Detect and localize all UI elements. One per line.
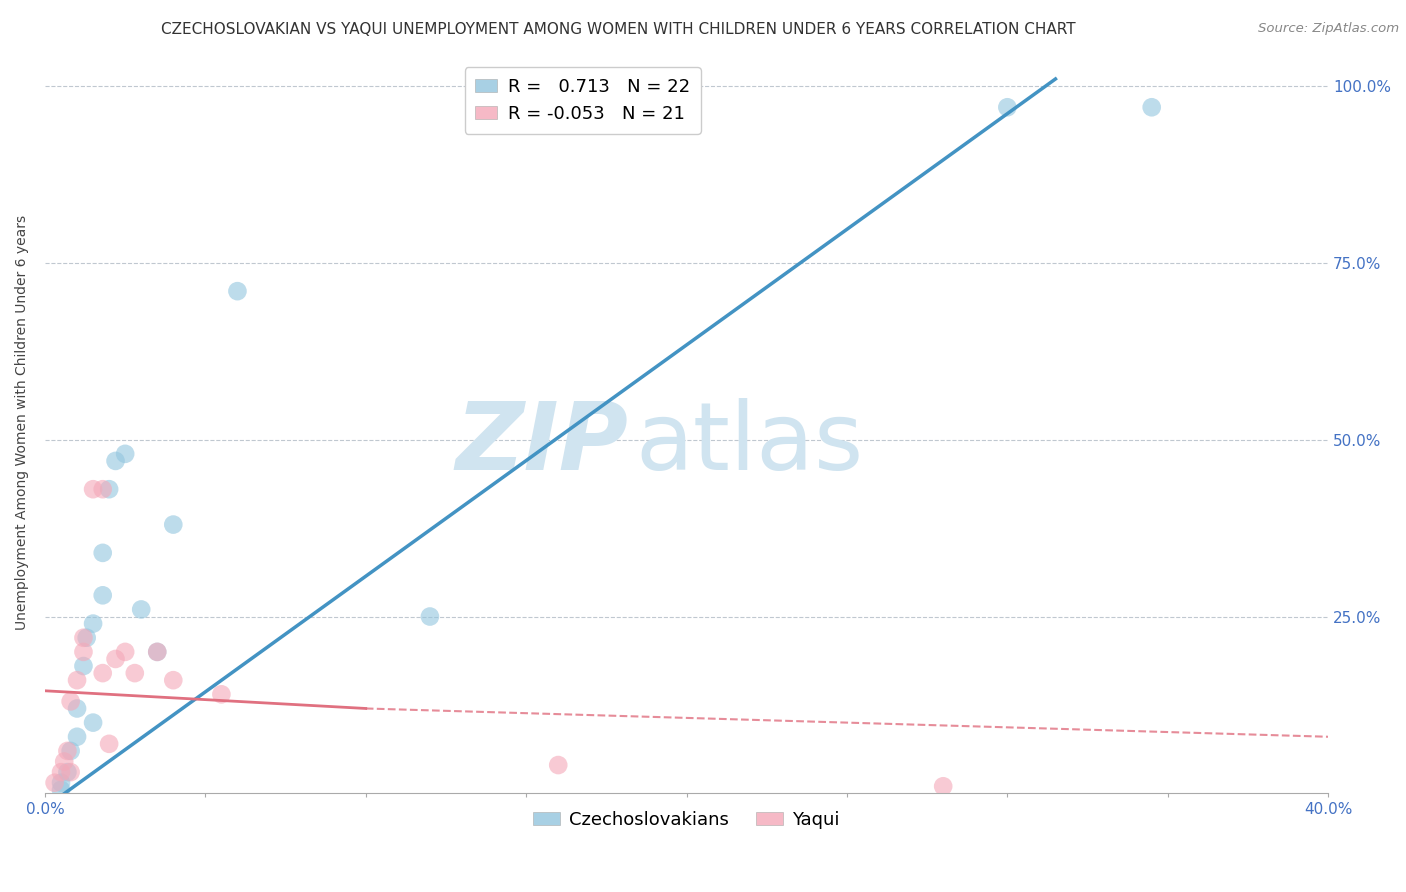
- Point: [66, 730, 89, 744]
- Point: [49, 776, 72, 790]
- Point: [72, 631, 94, 645]
- Point: [91, 546, 114, 560]
- Point: [56, 765, 79, 780]
- Point: [44, 776, 66, 790]
- Point: [91, 666, 114, 681]
- Point: [129, 602, 152, 616]
- Point: [91, 482, 114, 496]
- Point: [98, 737, 121, 751]
- Point: [162, 673, 184, 688]
- Point: [76, 631, 98, 645]
- Point: [226, 284, 249, 298]
- Point: [146, 645, 169, 659]
- Point: [49, 765, 72, 780]
- Point: [104, 454, 127, 468]
- Point: [72, 659, 94, 673]
- Text: atlas: atlas: [636, 399, 863, 491]
- Point: [995, 100, 1018, 114]
- Point: [53, 755, 76, 769]
- Point: [1140, 100, 1163, 114]
- Point: [209, 687, 232, 701]
- Text: Source: ZipAtlas.com: Source: ZipAtlas.com: [1258, 22, 1399, 36]
- Point: [91, 588, 114, 602]
- Legend: Czechoslovakians, Yaqui: Czechoslovakians, Yaqui: [526, 804, 848, 837]
- Point: [49, 782, 72, 797]
- Text: CZECHOSLOVAKIAN VS YAQUI UNEMPLOYMENT AMONG WOMEN WITH CHILDREN UNDER 6 YEARS CO: CZECHOSLOVAKIAN VS YAQUI UNEMPLOYMENT AM…: [162, 22, 1076, 37]
- Point: [114, 645, 136, 659]
- Point: [124, 666, 146, 681]
- Point: [59, 694, 82, 708]
- Point: [114, 447, 136, 461]
- Point: [419, 609, 441, 624]
- Y-axis label: Unemployment Among Women with Children Under 6 years: Unemployment Among Women with Children U…: [15, 214, 30, 630]
- Text: ZIP: ZIP: [456, 399, 628, 491]
- Point: [56, 744, 79, 758]
- Point: [547, 758, 569, 772]
- Point: [59, 765, 82, 780]
- Point: [59, 744, 82, 758]
- Point: [932, 779, 955, 793]
- Point: [104, 652, 127, 666]
- Point: [82, 715, 104, 730]
- Point: [82, 616, 104, 631]
- Point: [72, 645, 94, 659]
- Point: [98, 482, 121, 496]
- Point: [146, 645, 169, 659]
- Point: [162, 517, 184, 532]
- Point: [82, 482, 104, 496]
- Point: [66, 673, 89, 688]
- Point: [66, 701, 89, 715]
